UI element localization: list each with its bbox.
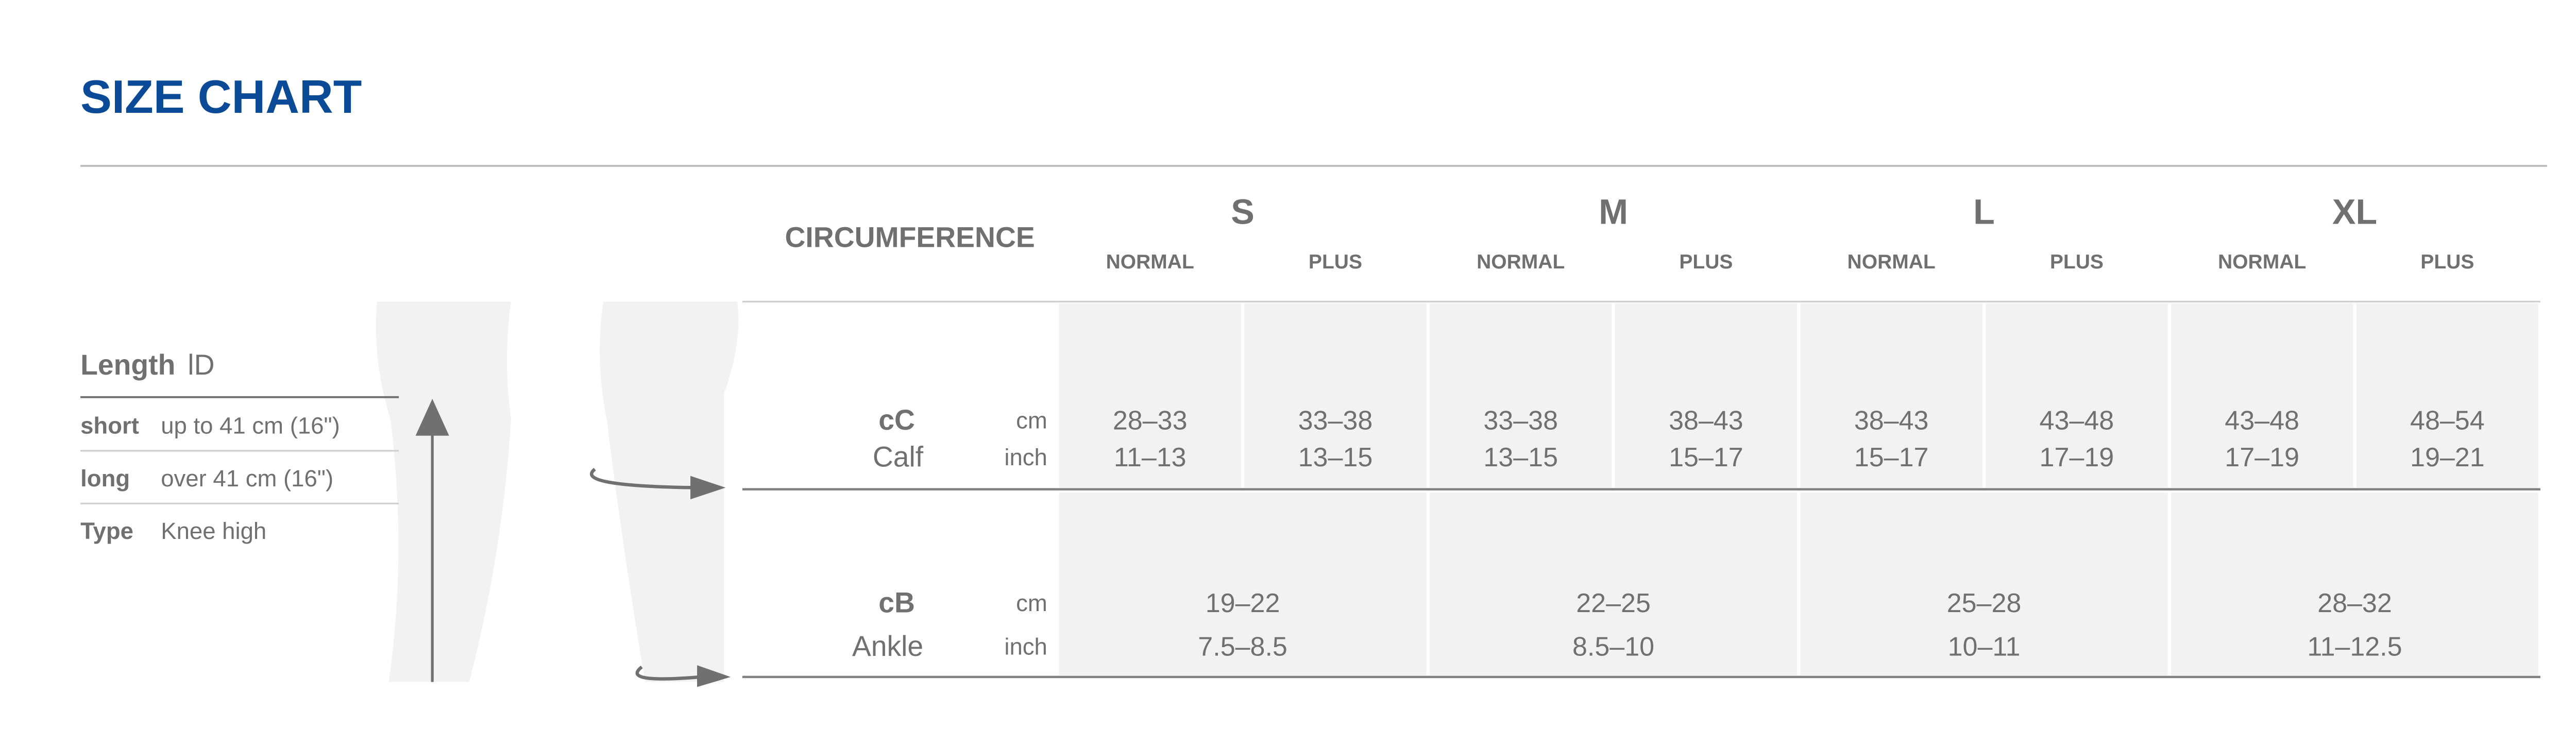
label: 38–43 — [1854, 405, 1929, 435]
label: 13–15 — [1298, 443, 1373, 472]
label: long — [80, 465, 130, 492]
leg-shape — [376, 301, 512, 682]
label: L — [1973, 192, 1995, 231]
label: over 41 cm (16") — [161, 465, 333, 492]
label: CIRCUMFERENCE — [785, 222, 1035, 253]
label: 10–11 — [1948, 632, 2021, 662]
cell — [1800, 493, 2168, 675]
label: 25–28 — [1947, 588, 2022, 618]
label: 43–48 — [2040, 405, 2114, 435]
cell — [1430, 493, 1798, 675]
label: PLUS — [1309, 251, 1362, 273]
label: 28–32 — [2317, 588, 2392, 618]
label: Type — [80, 518, 133, 544]
label: inch — [1004, 634, 1047, 660]
label: 15–17 — [1854, 443, 1929, 472]
label: 22–25 — [1576, 588, 1651, 618]
label: XL — [2332, 192, 2377, 231]
label: NORMAL — [1106, 251, 1194, 273]
arrow-head — [415, 399, 449, 436]
calf-arrow — [590, 468, 694, 489]
label: 43–48 — [2225, 405, 2299, 435]
label: inch — [1004, 444, 1047, 470]
label: NORMAL — [1848, 251, 1936, 273]
label: Calf — [873, 441, 924, 473]
label: 33–38 — [1483, 405, 1558, 435]
label: 33–38 — [1298, 405, 1373, 435]
label: M — [1599, 192, 1628, 231]
label: Ankle — [852, 630, 923, 662]
cell — [1059, 493, 1427, 675]
label: PLUS — [2050, 251, 2104, 273]
label: cC — [878, 404, 915, 436]
label: Knee high — [161, 518, 266, 544]
label: lD — [188, 349, 214, 381]
cell — [1059, 303, 1241, 488]
label: 38–43 — [1669, 405, 1743, 435]
cell — [1615, 303, 1798, 488]
label: cB — [878, 587, 915, 619]
label: 7.5–8.5 — [1198, 632, 1287, 662]
label: 28–33 — [1113, 405, 1188, 435]
label: NORMAL — [2218, 251, 2306, 273]
label: PLUS — [1679, 251, 1733, 273]
label: Length — [80, 349, 175, 381]
label: short — [80, 412, 139, 438]
label: 15–17 — [1669, 443, 1743, 472]
label: cm — [1016, 590, 1047, 616]
label: 11–13 — [1114, 443, 1187, 472]
cell — [2171, 493, 2538, 675]
label: cm — [1016, 408, 1047, 434]
arrow-head — [690, 476, 726, 500]
label: NORMAL — [1477, 251, 1565, 273]
label: up to 41 cm (16") — [161, 412, 340, 438]
label: 8.5–10 — [1572, 632, 1654, 662]
label: 48–54 — [2410, 405, 2485, 435]
label: 19–21 — [2410, 443, 2485, 472]
label: PLUS — [2420, 251, 2474, 273]
label: 13–15 — [1483, 443, 1558, 472]
label: 11–12.5 — [2307, 632, 2402, 662]
table: Length lD short up to 41 cm (16") long over 4… — [80, 192, 2540, 679]
cell — [1244, 303, 1427, 488]
arrow-head — [697, 665, 731, 687]
cell — [1800, 303, 1982, 488]
cell — [2356, 303, 2538, 488]
label: S — [1231, 192, 1255, 231]
cell — [1430, 303, 1612, 488]
ankle-arrow — [635, 665, 701, 681]
cell — [1986, 303, 2168, 488]
label: 17–19 — [2225, 443, 2299, 472]
label: 19–22 — [1206, 588, 1280, 618]
label: 17–19 — [2040, 443, 2114, 472]
title: SIZE CHART — [80, 71, 362, 123]
cell — [2171, 303, 2353, 488]
leg-shape — [600, 301, 739, 682]
